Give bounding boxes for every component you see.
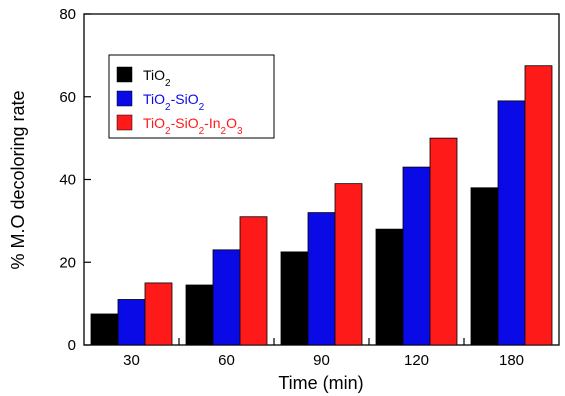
y-axis-label: % M.O decoloring rate	[8, 90, 28, 269]
legend-swatch	[116, 90, 133, 107]
x-tick-label: 90	[313, 352, 330, 369]
y-tick-label: 60	[59, 89, 76, 106]
bar-TiO2-SiO2-In2O3-90	[334, 183, 363, 346]
bar-TiO2-30	[90, 313, 119, 346]
legend-entry-TiO2-SiO2: TiO2-SiO2	[143, 91, 205, 113]
bar-TiO2-SiO2-30	[117, 299, 146, 346]
y-tick-label: 20	[59, 254, 76, 271]
bar-TiO2-SiO2-90	[307, 212, 336, 346]
bar-TiO2-90	[280, 251, 309, 346]
legend-entry-TiO2: TiO2	[143, 67, 171, 89]
bars-group	[90, 65, 553, 346]
bar-TiO2-180	[470, 187, 499, 346]
x-tick-label: 120	[404, 352, 429, 369]
legend-box	[108, 54, 275, 139]
bar-TiO2-SiO2-180	[497, 100, 526, 346]
legend-swatch	[116, 114, 133, 131]
x-axis-label: Time (min)	[278, 373, 363, 393]
bar-TiO2-SiO2-120	[402, 166, 431, 346]
x-axis: 30 60 90 120 180	[123, 338, 524, 369]
bar-TiO2-60	[185, 284, 214, 346]
bar-TiO2-SiO2-60	[212, 249, 241, 346]
legend-entry-TiO2-SiO2-In2O3: TiO2-SiO2-In2O3	[143, 115, 243, 137]
bar-TiO2-SiO2-In2O3-180	[524, 65, 553, 346]
bar-TiO2-120	[375, 228, 404, 346]
y-axis: 0 20 40 60 80	[59, 6, 91, 354]
x-tick-label: 180	[499, 352, 524, 369]
legend-swatch	[116, 66, 133, 83]
bar-TiO2-SiO2-In2O3-30	[144, 282, 173, 346]
x-tick-label: 30	[123, 352, 140, 369]
y-tick-label: 80	[59, 6, 76, 23]
y-tick-label: 40	[59, 172, 76, 189]
bar-TiO2-SiO2-In2O3-120	[429, 137, 458, 346]
bar-TiO2-SiO2-In2O3-60	[239, 216, 268, 346]
y-tick-label: 0	[68, 337, 76, 354]
x-tick-label: 60	[218, 352, 235, 369]
